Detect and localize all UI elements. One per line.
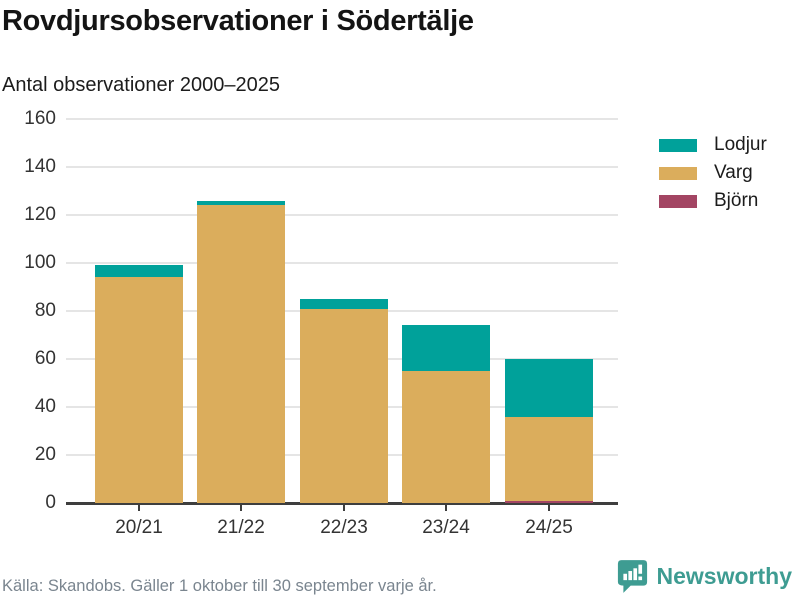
y-axis-tick-label: 60 [34, 348, 56, 369]
bar-segment-björn-24/25[interactable] [505, 500, 593, 503]
bar-segment-lodjur-21/22[interactable] [197, 200, 285, 206]
gridline-y-160 [66, 118, 618, 120]
x-axis-tick [445, 504, 447, 511]
legend: Lodjur Varg Björn [659, 131, 767, 215]
legend-item-lodjur[interactable]: Lodjur [659, 131, 767, 159]
y-axis-tick-label: 140 [24, 156, 56, 177]
legend-item-varg[interactable]: Varg [659, 159, 767, 187]
bar-segment-lodjur-20/21[interactable] [95, 265, 183, 278]
legend-label: Lodjur [714, 134, 767, 155]
x-axis-tick [343, 504, 345, 511]
x-axis-label-22-23: 22/23 [320, 517, 368, 538]
y-axis-tick-label: 160 [24, 108, 56, 129]
x-axis-tick [240, 504, 242, 511]
x-axis-line [66, 502, 618, 505]
legend-swatch-varg [659, 166, 697, 180]
legend-swatch-lodjur [659, 138, 697, 152]
x-axis-label-24-25: 24/25 [525, 517, 573, 538]
newsworthy-logo-link[interactable]: Newsworthy [617, 559, 792, 594]
legend-item-björn[interactable]: Björn [659, 187, 767, 215]
bar-segment-varg-20/21[interactable] [95, 277, 183, 503]
gridline-y-100 [66, 262, 618, 264]
y-axis-tick-label: 120 [24, 204, 56, 225]
y-axis-tick-label: 80 [34, 300, 56, 321]
chart-subtitle: Antal observationer 2000–2025 [2, 74, 280, 96]
y-axis-tick-label: 0 [45, 492, 56, 513]
bar-segment-varg-23/24[interactable] [402, 371, 490, 503]
legend-label: Björn [714, 190, 759, 211]
bar-segment-lodjur-23/24[interactable] [402, 325, 490, 371]
bar-segment-varg-21/22[interactable] [197, 205, 285, 503]
page-title: Rovdjursobservationer i Södertälje [2, 5, 474, 37]
source-note: Källa: Skandobs. Gäller 1 oktober till 3… [2, 577, 437, 595]
legend-swatch-björn [659, 194, 697, 208]
newsworthy-wordmark: Newsworthy [656, 563, 792, 589]
y-axis-tick-label: 20 [34, 444, 56, 465]
plot-area [66, 118, 618, 505]
x-axis-label-23-24: 23/24 [422, 517, 470, 538]
gridline-y-120 [66, 214, 618, 216]
bar-segment-varg-22/23[interactable] [300, 308, 388, 503]
x-axis-tick [138, 504, 140, 511]
bar-segment-lodjur-24/25[interactable] [505, 359, 593, 417]
y-axis-tick-label: 100 [24, 252, 56, 273]
y-axis-tick-label: 40 [34, 396, 56, 417]
bar-segment-lodjur-22/23[interactable] [300, 299, 388, 309]
x-axis-label-21-22: 21/22 [217, 517, 265, 538]
legend-label: Varg [714, 162, 753, 183]
newsworthy-icon [617, 559, 648, 594]
bar-segment-varg-24/25[interactable] [505, 416, 593, 501]
gridline-y-140 [66, 166, 618, 168]
x-axis-tick [548, 504, 550, 511]
x-axis-label-20-21: 20/21 [115, 517, 163, 538]
